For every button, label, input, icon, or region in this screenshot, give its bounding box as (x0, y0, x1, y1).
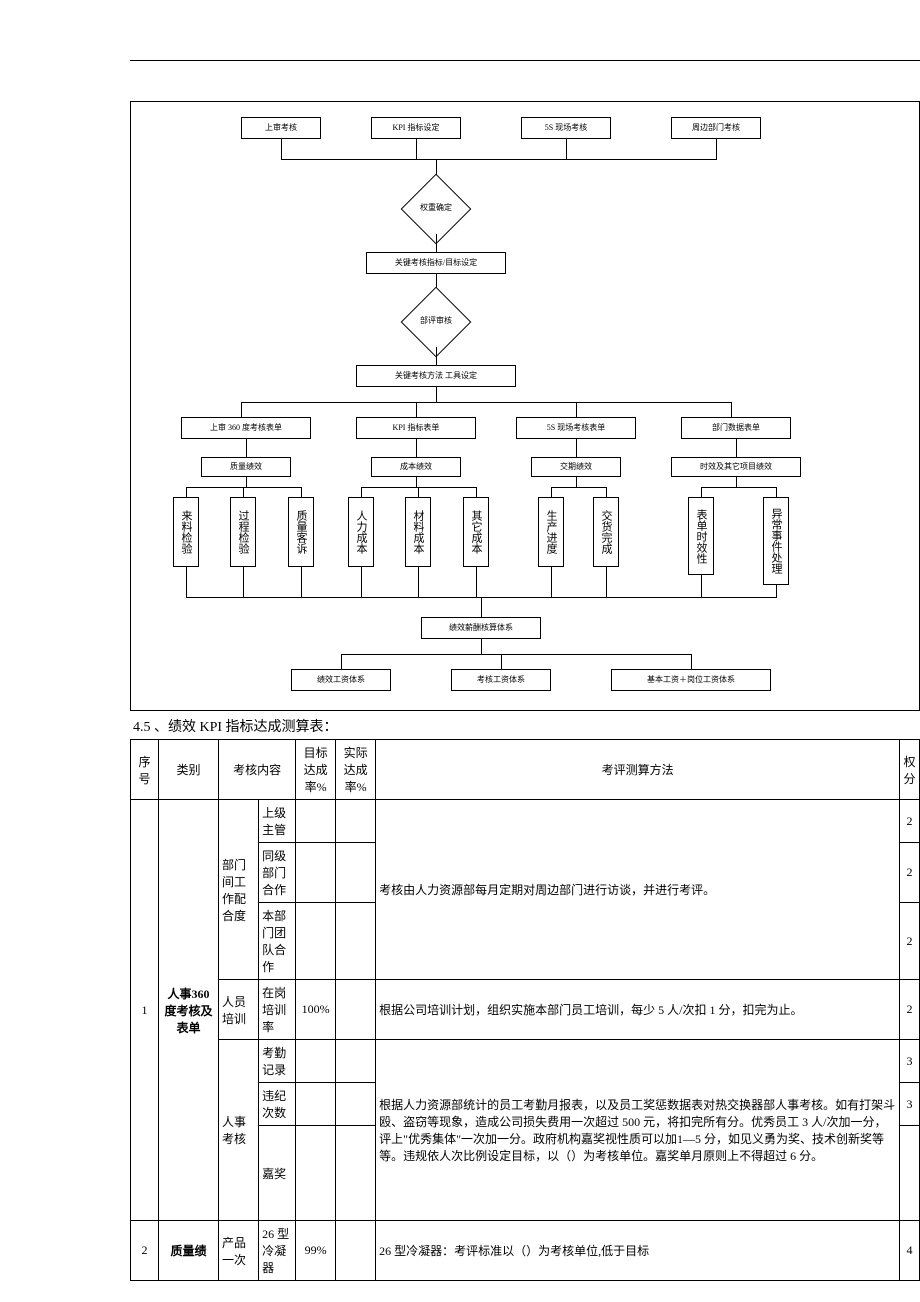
cell-item: 26 型冷凝器 (259, 1221, 296, 1281)
flow-bottom-1: 绩效薪酬核算体系 (421, 617, 541, 639)
cell-seq: 1 (131, 800, 159, 1221)
cell-tgt (296, 800, 336, 843)
cell-sub: 人事考核 (219, 1040, 259, 1221)
cell-sub: 人员培训 (219, 980, 259, 1040)
flow-diamond-1-label: 权重确定 (406, 202, 466, 213)
vbox-7: 生产进度 (538, 497, 564, 567)
flow-bottom-row-2: 考核工资体系 (451, 669, 551, 691)
kpi-table: 序号 类别 考核内容 目标达成率% 实际达成率% 考评测算方法 权分 1 人事3… (130, 739, 920, 1281)
flow-bottom-row-3: 基本工资＋岗位工资体系 (611, 669, 771, 691)
cell-method: 26 型冷凝器：考评标准以（）为考核单位,低于目标 (376, 1221, 900, 1281)
th-content: 考核内容 (219, 740, 296, 800)
cell-score (900, 1126, 920, 1221)
th-score: 权分 (900, 740, 920, 800)
flow-cat-2: 成本绩效 (371, 457, 461, 477)
cell-cat: 质量绩 (159, 1221, 219, 1281)
vbox-4: 人力成本 (348, 497, 374, 567)
th-method: 考评测算方法 (376, 740, 900, 800)
cell-score: 2 (900, 800, 920, 843)
vbox-3: 质量客诉 (288, 497, 314, 567)
vbox-2: 过程检验 (230, 497, 256, 567)
flow-cat-4: 时效及其它项目绩效 (671, 457, 801, 477)
flow-box-top-2: KPI 指标设定 (371, 117, 461, 139)
cell-act (336, 800, 376, 843)
flow-row-2: KPI 指标表单 (356, 417, 476, 439)
flow-row-4: 部门数据表单 (681, 417, 791, 439)
th-actual: 实际达成率% (336, 740, 376, 800)
flow-cat-3: 交期绩效 (531, 457, 621, 477)
cell-method: 根据公司培训计划，组织实施本部门员工培训，每少 5 人/次扣 1 分，扣完为止。 (376, 980, 900, 1040)
th-seq: 序号 (131, 740, 159, 800)
cell-score: 3 (900, 1040, 920, 1083)
cell-item: 考勤记录 (259, 1040, 296, 1083)
th-cat: 类别 (159, 740, 219, 800)
cell-item: 同级部门合作 (259, 843, 296, 903)
vbox-6: 其它成本 (463, 497, 489, 567)
cell-item: 上级主管 (259, 800, 296, 843)
cell-score: 3 (900, 1083, 920, 1126)
header-rule (130, 60, 920, 61)
flow-row-1: 上审 360 度考核表单 (181, 417, 311, 439)
vbox-1: 来料检验 (173, 497, 199, 567)
table-row: 人员培训 在岗培训率 100% 根据公司培训计划，组织实施本部门员工培训，每少 … (131, 980, 920, 1040)
flow-box-top-1: 上审考核 (241, 117, 321, 139)
table-row: 人事考核 考勤记录 根据人力资源部统计的员工考勤月报表，以及员工奖惩数据表对热交… (131, 1040, 920, 1083)
flowchart-container: 上审考核 KPI 指标设定 5S 现场考核 周边部门考核 权重确定 关键考核指标… (130, 101, 920, 711)
flow-box-2: 关键考核指标/目标设定 (366, 252, 506, 274)
cell-item: 违纪次数 (259, 1083, 296, 1126)
cell-method: 考核由人力资源部每月定期对周边部门进行访谈，并进行考评。 (376, 800, 900, 980)
flow-box-top-4: 周边部门考核 (671, 117, 761, 139)
cell-score: 4 (900, 1221, 920, 1281)
table-header-row: 序号 类别 考核内容 目标达成率% 实际达成率% 考评测算方法 权分 (131, 740, 920, 800)
cell-item: 本部门团队合作 (259, 903, 296, 980)
flow-cat-1: 质量绩效 (201, 457, 291, 477)
vbox-10: 异常事件处理 (763, 497, 789, 585)
flow-box-3: 关键考核方法 工具设定 (356, 365, 516, 387)
cell-tgt: 100% (296, 980, 336, 1040)
cell-sub: 部门间工作配合度 (219, 800, 259, 980)
table-row: 1 人事360 度考核及表单 部门间工作配合度 上级主管 考核由人力资源部每月定… (131, 800, 920, 843)
cell-score: 2 (900, 903, 920, 980)
cell-score: 2 (900, 843, 920, 903)
cell-sub: 产品一次 (219, 1221, 259, 1281)
vbox-9: 表单时效性 (688, 497, 714, 575)
flow-diamond-2-label: 部评审核 (406, 315, 466, 326)
flow-bottom-row-1: 绩效工资体系 (291, 669, 391, 691)
cell-method: 根据人力资源部统计的员工考勤月报表，以及员工奖惩数据表对热交换器部人事考核。如有… (376, 1040, 900, 1221)
cell-item: 嘉奖 (259, 1126, 296, 1221)
th-target: 目标达成率% (296, 740, 336, 800)
table-row: 2 质量绩 产品一次 26 型冷凝器 99% 26 型冷凝器：考评标准以（）为考… (131, 1221, 920, 1281)
section-title: 4.5 、绩效 KPI 指标达成测算表： (133, 716, 920, 736)
cell-score: 2 (900, 980, 920, 1040)
flow-row-3: 5S 现场考核表单 (516, 417, 636, 439)
cell-item: 在岗培训率 (259, 980, 296, 1040)
vbox-5: 材料成本 (405, 497, 431, 567)
cell-cat: 人事360 度考核及表单 (159, 800, 219, 1221)
flow-box-top-3: 5S 现场考核 (521, 117, 611, 139)
vbox-8: 交货完成 (593, 497, 619, 567)
cell-seq: 2 (131, 1221, 159, 1281)
cell-tgt: 99% (296, 1221, 336, 1281)
